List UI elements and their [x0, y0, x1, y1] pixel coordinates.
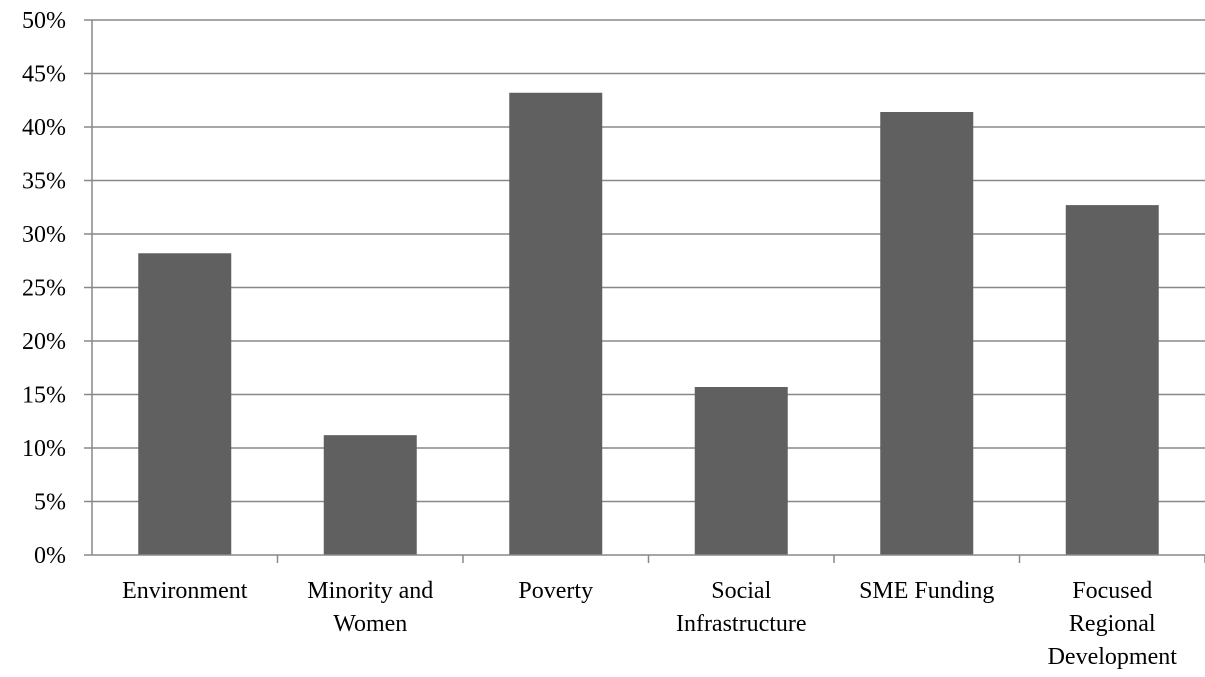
x-tick-label-line: Infrastructure	[676, 611, 807, 637]
x-tick-label-line: Focused	[1072, 578, 1152, 604]
y-tick-label: 20%	[22, 329, 66, 355]
y-tick-label: 5%	[34, 490, 66, 516]
bar	[1066, 205, 1159, 555]
y-tick-label: 45%	[22, 62, 66, 88]
y-tick-labels: 0% 5% 10% 15% 20% 25% 30% 35% 40% 45% 50%	[22, 8, 66, 569]
x-tick-label: Environment	[122, 578, 248, 604]
x-tick-label: SME Funding	[859, 578, 994, 604]
y-tick-label: 50%	[22, 8, 66, 34]
x-tick-label: Focused Regional Development	[1048, 578, 1178, 670]
y-tick-label: 30%	[22, 222, 66, 248]
y-tick-label: 40%	[22, 115, 66, 141]
x-tick-labels: Environment Minority and Women Poverty Socia…	[122, 578, 1177, 670]
x-tick-label-line: Development	[1048, 644, 1178, 670]
x-tick-label-line: Social	[711, 578, 771, 604]
x-tick-label-line: Environment	[122, 578, 248, 604]
gridlines	[92, 20, 1205, 502]
y-tick-label: 25%	[22, 276, 66, 302]
bar	[138, 253, 231, 555]
bar	[509, 93, 602, 555]
axes	[84, 20, 1205, 563]
x-tick-label: Poverty	[518, 578, 593, 604]
x-tick-label-line: Poverty	[518, 578, 593, 604]
bar	[324, 435, 417, 555]
bar	[880, 112, 973, 555]
y-tick-label: 15%	[22, 383, 66, 409]
x-tick-label: Social Infrastructure	[676, 578, 807, 637]
x-tick-label-line: Minority and	[307, 578, 433, 604]
bar	[695, 387, 788, 555]
x-tick-label-line: SME Funding	[859, 578, 994, 604]
x-tick-label-line: Women	[333, 611, 407, 637]
y-tick-label: 35%	[22, 169, 66, 195]
x-tick-label: Minority and Women	[307, 578, 433, 637]
x-tick-label-line: Regional	[1069, 611, 1156, 637]
bars	[138, 93, 1159, 555]
y-tick-label: 0%	[34, 543, 66, 569]
y-tick-label: 10%	[22, 436, 66, 462]
